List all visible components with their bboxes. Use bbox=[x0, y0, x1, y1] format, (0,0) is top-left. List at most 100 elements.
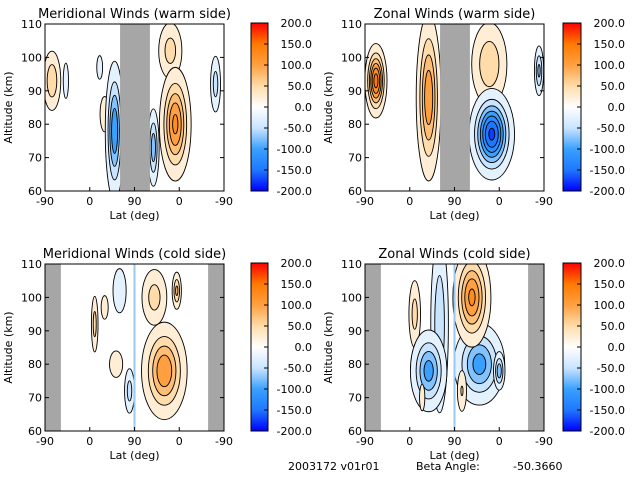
contour-level bbox=[468, 288, 476, 307]
colorbar-label: 100.0 bbox=[281, 299, 313, 312]
colorbar-label: -100.0 bbox=[277, 143, 312, 156]
contour-feature bbox=[171, 271, 182, 310]
colorbar-label: -100.0 bbox=[590, 383, 625, 396]
y-tick-label: 110 bbox=[341, 258, 362, 271]
colorbar-label: 200.0 bbox=[594, 17, 626, 30]
contour-feature bbox=[109, 350, 124, 378]
contour-feature bbox=[419, 383, 426, 412]
y-tick-label: 70 bbox=[348, 152, 362, 165]
no-data-band bbox=[365, 264, 381, 431]
y-tick-label: 110 bbox=[341, 18, 362, 31]
contour-feature bbox=[96, 55, 104, 80]
contour-feature bbox=[533, 45, 544, 97]
colorbar-label: 200.0 bbox=[281, 17, 313, 30]
x-tick-label: -90 bbox=[36, 435, 54, 448]
y-tick-label: 70 bbox=[348, 392, 362, 405]
contour-level bbox=[46, 64, 58, 98]
colorbar-label: -200.0 bbox=[277, 425, 312, 438]
colorbar-label: 0.0 bbox=[608, 341, 626, 354]
contour-level bbox=[537, 63, 541, 78]
contour-feature bbox=[210, 55, 221, 113]
contour-feature bbox=[141, 269, 168, 326]
x-tick-label: 0 bbox=[176, 435, 183, 448]
contour-feature bbox=[409, 329, 448, 413]
colorbar-label: 0.0 bbox=[295, 341, 313, 354]
colorbar-label: -200.0 bbox=[590, 185, 625, 198]
x-tick-label: 0 bbox=[496, 435, 503, 448]
plot-area bbox=[45, 264, 224, 431]
y-tick-label: 80 bbox=[348, 358, 362, 371]
x-axis-title: Lat (deg) bbox=[110, 449, 160, 462]
contour-feature bbox=[90, 295, 99, 353]
no-data-band bbox=[208, 264, 224, 431]
colorbar-label: -200.0 bbox=[277, 185, 312, 198]
y-axis-title: Altitude (km) bbox=[2, 311, 15, 383]
y-tick-label: 60 bbox=[348, 185, 362, 198]
colorbar-label: -150.0 bbox=[590, 164, 625, 177]
x-tick-label: 90 bbox=[128, 435, 142, 448]
colorbar-label: -150.0 bbox=[277, 404, 312, 417]
contour-level bbox=[373, 73, 379, 89]
x-tick-label: 90 bbox=[128, 195, 142, 208]
colorbar-label: 150.0 bbox=[281, 278, 313, 291]
colorbar-label: 50.0 bbox=[601, 320, 626, 333]
y-tick-label: 100 bbox=[21, 291, 42, 304]
contour-feature bbox=[452, 264, 492, 348]
panel-title: Meridional Winds (cold side) bbox=[43, 247, 226, 262]
plot-area bbox=[45, 24, 221, 191]
x-tick-label: -90 bbox=[36, 195, 54, 208]
panel-title: Meridional Winds (warm side) bbox=[38, 7, 231, 22]
contour-level bbox=[126, 380, 133, 402]
contour-feature bbox=[415, 24, 442, 182]
x-tick-label: 90 bbox=[448, 195, 462, 208]
y-tick-label: 100 bbox=[341, 291, 362, 304]
colorbar-label: 100.0 bbox=[594, 299, 626, 312]
contour-level bbox=[496, 363, 502, 379]
x-tick-label: -90 bbox=[215, 195, 233, 208]
contour-feature bbox=[468, 87, 515, 181]
x-axis-title: Lat (deg) bbox=[430, 209, 480, 222]
contour-level bbox=[62, 62, 69, 99]
x-tick-label: 90 bbox=[448, 435, 462, 448]
contour-feature bbox=[104, 60, 125, 191]
contour-feature bbox=[493, 351, 506, 391]
colorbar-label: 200.0 bbox=[281, 257, 313, 270]
panel-title: Zonal Winds (cold side) bbox=[378, 247, 530, 262]
dataset-id: 2003172 v01r01 bbox=[288, 460, 380, 473]
colorbar-label: 50.0 bbox=[288, 320, 313, 333]
contour-level bbox=[488, 127, 496, 141]
colorbar-label: -200.0 bbox=[590, 425, 625, 438]
contour-level bbox=[96, 55, 104, 80]
x-tick-label: -90 bbox=[356, 195, 374, 208]
contour-level bbox=[92, 311, 97, 338]
colorbar-label: 50.0 bbox=[288, 80, 313, 93]
contour-panel-4: Zonal Winds (cold side)11010090807060-90… bbox=[322, 247, 626, 462]
colorbar-label: 200.0 bbox=[594, 257, 626, 270]
contour-level bbox=[212, 71, 219, 98]
colorbar-label: 150.0 bbox=[281, 38, 313, 51]
contour-feature bbox=[456, 370, 467, 412]
y-tick-label: 60 bbox=[28, 425, 42, 438]
contour-level bbox=[175, 285, 179, 296]
colorbar-label: 150.0 bbox=[594, 38, 626, 51]
contour-feature bbox=[62, 62, 69, 99]
panel-title: Zonal Winds (warm side) bbox=[374, 7, 536, 22]
x-tick-label: 0 bbox=[86, 195, 93, 208]
contour-level bbox=[112, 268, 127, 314]
plot-area bbox=[365, 264, 544, 431]
contour-feature bbox=[45, 50, 62, 111]
contour-level bbox=[111, 107, 119, 154]
colorbar-label: 150.0 bbox=[594, 278, 626, 291]
x-tick-label: 0 bbox=[406, 195, 413, 208]
no-data-band bbox=[440, 24, 470, 191]
contour-level bbox=[164, 37, 177, 64]
contour-feature bbox=[158, 66, 192, 182]
x-tick-label: 0 bbox=[496, 195, 503, 208]
contour-level bbox=[411, 298, 418, 330]
y-axis-title: Altitude (km) bbox=[322, 71, 335, 143]
plot-area bbox=[365, 24, 544, 191]
no-data-band bbox=[528, 264, 544, 431]
colorbar-label: -50.0 bbox=[284, 362, 312, 375]
y-tick-label: 80 bbox=[28, 118, 42, 131]
